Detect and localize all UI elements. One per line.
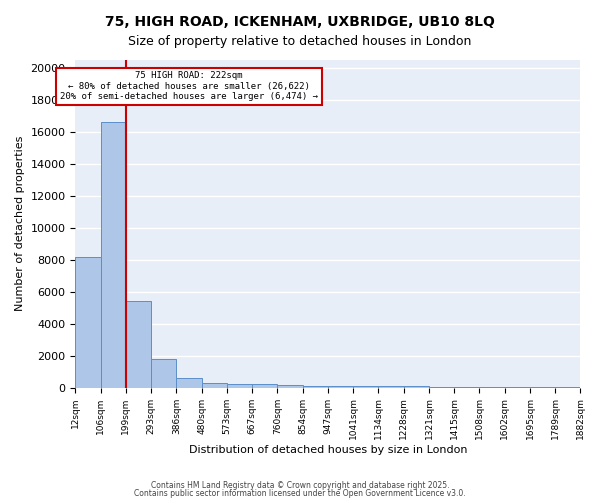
Text: Size of property relative to detached houses in London: Size of property relative to detached ho… [128,35,472,48]
Bar [252,384,277,388]
Bar [277,385,302,388]
Text: 75, HIGH ROAD, ICKENHAM, UXBRIDGE, UB10 8LQ: 75, HIGH ROAD, ICKENHAM, UXBRIDGE, UB10 … [105,15,495,29]
Bar [302,386,328,388]
Bar [505,387,530,388]
X-axis label: Distribution of detached houses by size in London: Distribution of detached houses by size … [189,445,467,455]
Bar [176,378,202,388]
Bar [555,387,581,388]
Bar [328,386,353,388]
Bar [126,302,151,388]
Bar [202,383,227,388]
Bar [429,386,454,388]
Bar [479,387,505,388]
Bar [379,386,404,388]
Bar [76,256,101,388]
Text: 75 HIGH ROAD: 222sqm
← 80% of detached houses are smaller (26,622)
20% of semi-d: 75 HIGH ROAD: 222sqm ← 80% of detached h… [60,71,318,101]
Bar [353,386,379,388]
Bar [530,387,555,388]
Bar [404,386,429,388]
Y-axis label: Number of detached properties: Number of detached properties [15,136,25,312]
Text: Contains HM Land Registry data © Crown copyright and database right 2025.: Contains HM Land Registry data © Crown c… [151,481,449,490]
Bar [151,359,176,388]
Bar [101,122,126,388]
Bar [454,386,479,388]
Text: Contains public sector information licensed under the Open Government Licence v3: Contains public sector information licen… [134,488,466,498]
Bar [227,384,252,388]
